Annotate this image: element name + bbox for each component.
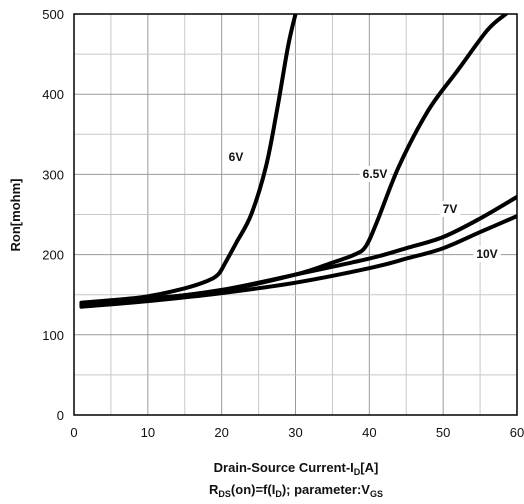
series-line-10v (79, 214, 517, 309)
series-line-6-5v (79, 14, 508, 307)
x-tick-labels: 0 10 20 30 40 50 60 (70, 425, 524, 440)
y-tick-label: 300 (42, 167, 64, 182)
x-axis-title-unit: [A] (360, 460, 378, 475)
series-layer (79, 14, 517, 309)
subtitle-part-fn: (on)=f(I (231, 482, 275, 497)
x-tick-label: 60 (510, 425, 524, 440)
curve-label-background (359, 166, 391, 182)
curve-label-7v: 7V (443, 202, 458, 216)
subtitle-part-param: ); parameter:V (282, 482, 370, 497)
y-tick-label: 100 (42, 328, 64, 343)
x-axis-title-subscript: D (354, 467, 361, 477)
y-tick-label: 400 (42, 87, 64, 102)
x-tick-label: 0 (70, 425, 77, 440)
curve-label-layer: 6V 6.5V 7V 10V (225, 149, 501, 262)
y-tick-label: 500 (42, 7, 64, 22)
x-axis-title-main: Drain-Source Current-I (214, 460, 354, 475)
subtitle-part-ds: DS (218, 489, 231, 499)
x-tick-label: 40 (362, 425, 376, 440)
subtitle-part-gs: GS (370, 489, 383, 499)
series-line-6v (79, 14, 298, 305)
chart-subtitle: RDS(on)=f(ID); parameter:VGS (209, 482, 383, 499)
y-tick-label: 0 (57, 408, 64, 423)
subtitle-part-d: D (275, 489, 282, 499)
x-axis-title: Drain-Source Current-ID[A] (214, 460, 379, 477)
x-tick-label: 50 (436, 425, 450, 440)
curve-label-6v: 6V (229, 150, 244, 164)
curve-label-background (473, 246, 501, 262)
curve-label-6-5v: 6.5V (363, 167, 388, 181)
curve-label-10v: 10V (476, 247, 497, 261)
curve-label-background (225, 149, 247, 165)
y-tick-labels: 0 100 200 300 400 500 (42, 7, 64, 423)
y-axis-title: Ron[mohm] (8, 179, 23, 252)
subtitle-part-r: R (209, 482, 219, 497)
x-tick-label: 10 (141, 425, 155, 440)
x-tick-label: 30 (288, 425, 302, 440)
y-tick-label: 200 (42, 248, 64, 263)
curve-label-background (439, 201, 461, 217)
x-tick-label: 20 (214, 425, 228, 440)
